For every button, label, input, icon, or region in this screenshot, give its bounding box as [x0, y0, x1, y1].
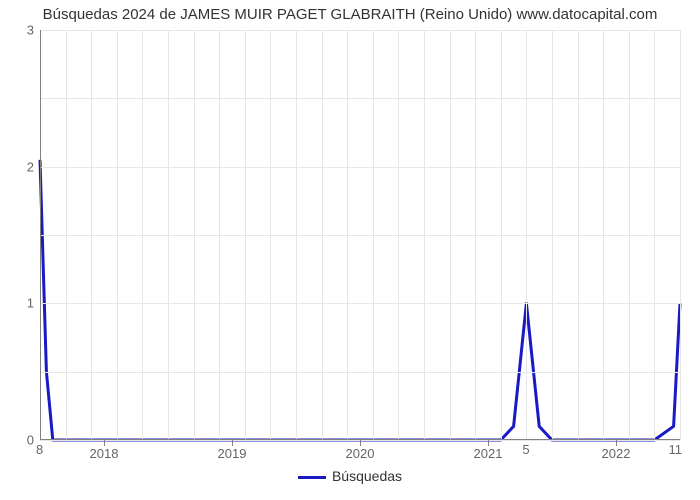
x-corner-left: 8 [36, 440, 43, 457]
y-axis-line [40, 30, 41, 440]
x-tick-label: 2020 [346, 440, 375, 461]
gridline-horizontal [40, 303, 680, 304]
x-tick-label: 2018 [90, 440, 119, 461]
gridline-horizontal [40, 30, 680, 31]
plot-area: 0123201820192020202120228511 [40, 30, 680, 440]
x-corner-mid: 5 [522, 440, 529, 457]
gridline-horizontal [40, 235, 680, 236]
y-tick-label: 2 [27, 159, 40, 174]
legend: Búsquedas [0, 468, 700, 484]
chart-title: Búsquedas 2024 de JAMES MUIR PAGET GLABR… [0, 6, 700, 23]
legend-swatch [298, 476, 326, 479]
gridline-horizontal [40, 167, 680, 168]
x-tick-label: 2021 [474, 440, 503, 461]
x-tick-label: 2022 [602, 440, 631, 461]
chart-container: Búsquedas 2024 de JAMES MUIR PAGET GLABR… [0, 0, 700, 500]
gridline-horizontal [40, 98, 680, 99]
y-tick-label: 3 [27, 23, 40, 38]
legend-label: Búsquedas [332, 468, 402, 484]
x-corner-right: 11 [669, 440, 683, 457]
x-tick-label: 2019 [218, 440, 247, 461]
series-line [40, 160, 680, 440]
y-tick-label: 1 [27, 296, 40, 311]
gridline-vertical [680, 30, 681, 440]
gridline-horizontal [40, 372, 680, 373]
